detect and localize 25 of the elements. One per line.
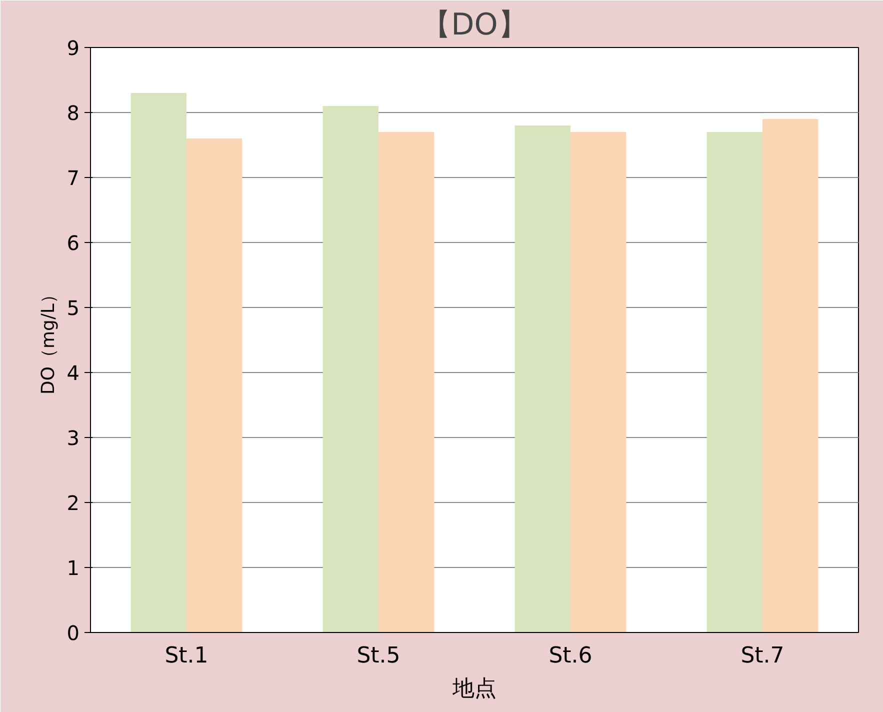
- y-axis-title: DO（mg/L）: [38, 285, 59, 395]
- y-tick-label: 3: [66, 426, 80, 450]
- x-tick-label: St.1: [164, 644, 208, 668]
- y-tick-label: 0: [66, 621, 80, 645]
- bar: [130, 93, 186, 632]
- y-tick-label: 4: [66, 361, 80, 385]
- bar: [706, 132, 762, 632]
- bar: [322, 106, 378, 632]
- x-tick-label: St.7: [740, 644, 784, 668]
- x-tick-label: St.6: [548, 644, 592, 668]
- bar: [570, 132, 626, 632]
- y-tick-label: 9: [66, 36, 80, 60]
- y-tick-label: 2: [66, 491, 80, 515]
- x-tick-label: St.5: [356, 644, 400, 668]
- y-tick-label: 5: [66, 296, 80, 320]
- bar: [762, 119, 818, 632]
- bar: [378, 132, 434, 632]
- x-axis-title: 地点: [452, 676, 496, 702]
- chart-title: 【DO】: [421, 8, 528, 42]
- y-tick-label: 8: [66, 101, 80, 125]
- y-tick-label: 7: [66, 166, 80, 190]
- y-tick-label: 1: [66, 556, 80, 580]
- bar: [514, 126, 570, 632]
- y-tick-label: 6: [66, 231, 80, 255]
- bar: [186, 138, 242, 632]
